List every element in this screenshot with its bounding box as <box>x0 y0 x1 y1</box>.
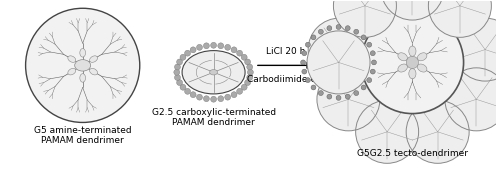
Circle shape <box>180 54 186 60</box>
Circle shape <box>174 69 180 75</box>
Ellipse shape <box>68 68 76 75</box>
Circle shape <box>174 75 180 80</box>
Circle shape <box>231 47 237 53</box>
Circle shape <box>361 85 366 90</box>
Circle shape <box>246 64 252 70</box>
Ellipse shape <box>182 51 245 94</box>
Text: G5 amine-terminated: G5 amine-terminated <box>34 126 132 135</box>
Circle shape <box>204 43 210 49</box>
Circle shape <box>210 96 216 102</box>
Circle shape <box>302 51 307 56</box>
Circle shape <box>454 18 500 81</box>
Circle shape <box>336 24 341 29</box>
Circle shape <box>248 69 254 75</box>
Ellipse shape <box>90 68 98 75</box>
Circle shape <box>370 69 375 74</box>
Circle shape <box>381 0 444 20</box>
Circle shape <box>190 47 196 53</box>
Text: PAMAM dendrimer: PAMAM dendrimer <box>42 136 124 145</box>
Circle shape <box>224 44 230 50</box>
Circle shape <box>346 94 350 99</box>
Circle shape <box>334 0 396 37</box>
Circle shape <box>361 11 464 114</box>
Circle shape <box>318 91 324 96</box>
Circle shape <box>210 42 216 48</box>
Circle shape <box>336 95 341 100</box>
Circle shape <box>231 92 237 98</box>
Circle shape <box>196 44 202 50</box>
Circle shape <box>176 59 182 65</box>
Circle shape <box>356 100 418 163</box>
Circle shape <box>327 94 332 99</box>
Ellipse shape <box>409 68 416 79</box>
Circle shape <box>241 54 247 60</box>
Circle shape <box>302 69 307 74</box>
Circle shape <box>406 56 418 68</box>
Circle shape <box>176 80 182 86</box>
Circle shape <box>311 35 316 40</box>
Circle shape <box>218 96 224 102</box>
Circle shape <box>246 75 252 80</box>
Circle shape <box>367 78 372 83</box>
Ellipse shape <box>398 64 407 72</box>
Circle shape <box>204 96 210 102</box>
Circle shape <box>180 84 186 90</box>
Ellipse shape <box>409 46 416 56</box>
Circle shape <box>306 42 310 47</box>
Circle shape <box>367 42 372 47</box>
Ellipse shape <box>90 56 98 62</box>
Circle shape <box>327 26 332 31</box>
Ellipse shape <box>210 70 218 75</box>
Circle shape <box>406 100 469 163</box>
Ellipse shape <box>80 49 86 57</box>
Circle shape <box>184 88 190 94</box>
Text: G5G2.5 tecto-dendrimer: G5G2.5 tecto-dendrimer <box>357 149 468 158</box>
Text: G2.5 carboxylic-terminated: G2.5 carboxylic-terminated <box>152 108 276 117</box>
Ellipse shape <box>398 53 407 61</box>
Ellipse shape <box>418 53 427 61</box>
Circle shape <box>445 68 500 131</box>
Circle shape <box>311 85 316 90</box>
Circle shape <box>370 51 375 56</box>
Circle shape <box>184 50 190 56</box>
Circle shape <box>354 91 358 96</box>
Circle shape <box>372 60 376 65</box>
Ellipse shape <box>418 64 427 72</box>
Circle shape <box>346 26 350 31</box>
Circle shape <box>241 84 247 90</box>
Circle shape <box>190 92 196 98</box>
Circle shape <box>308 18 371 81</box>
Circle shape <box>26 8 140 122</box>
Circle shape <box>196 94 202 100</box>
Circle shape <box>354 29 358 34</box>
Ellipse shape <box>80 74 86 82</box>
Circle shape <box>300 60 306 65</box>
Circle shape <box>361 35 366 40</box>
Ellipse shape <box>68 56 76 62</box>
Circle shape <box>318 29 324 34</box>
Circle shape <box>317 68 380 131</box>
Text: Carbodiimide 6 h: Carbodiimide 6 h <box>247 75 325 84</box>
Circle shape <box>224 94 230 100</box>
Circle shape <box>428 0 492 37</box>
Text: PAMAM dendrimer: PAMAM dendrimer <box>172 118 255 127</box>
Circle shape <box>306 78 310 83</box>
Circle shape <box>174 64 180 70</box>
Circle shape <box>307 31 370 94</box>
Text: LiCl 20 h: LiCl 20 h <box>266 46 306 55</box>
Ellipse shape <box>74 60 90 71</box>
Circle shape <box>236 50 242 56</box>
Circle shape <box>244 80 250 86</box>
Circle shape <box>244 59 250 65</box>
Circle shape <box>218 43 224 49</box>
Circle shape <box>236 88 242 94</box>
